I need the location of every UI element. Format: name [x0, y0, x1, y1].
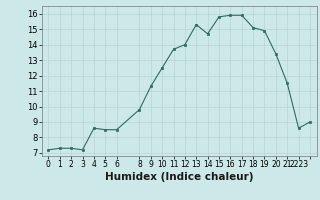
X-axis label: Humidex (Indice chaleur): Humidex (Indice chaleur): [105, 172, 253, 182]
